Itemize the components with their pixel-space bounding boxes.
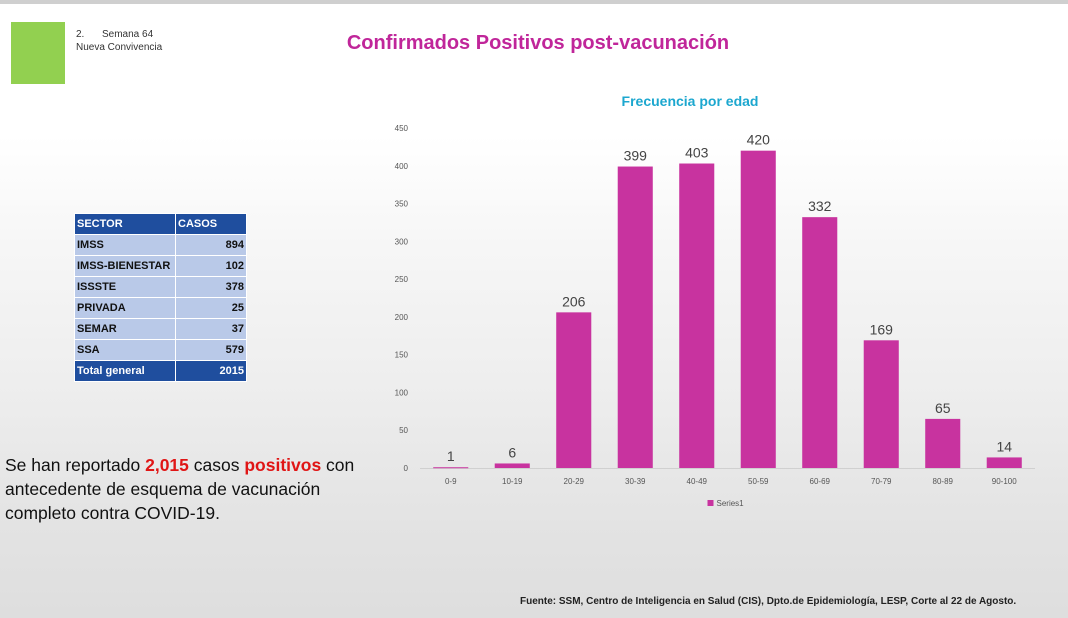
x-tick-label: 50-59 — [748, 477, 769, 486]
source-note: Fuente: SSM, Centro de Inteligencia en S… — [520, 596, 1017, 607]
data-label: 14 — [996, 438, 1012, 454]
cell-sector: PRIVADA — [74, 297, 176, 319]
bar-chart: 0 50 100 150 200 250 300 350 400 450 1 0-9 6 10-19 206… — [395, 124, 1035, 508]
cell-casos: 37 — [175, 318, 247, 340]
bar — [802, 217, 838, 468]
page-title: Confirmados Positivos post-vacunación — [346, 32, 730, 54]
table-row: SSA 579 — [74, 339, 247, 361]
data-label: 332 — [808, 198, 832, 214]
summary-text: Se han reportado 2,015 casos positivos c… — [5, 453, 385, 525]
bar — [556, 312, 592, 468]
cell-casos: 102 — [175, 255, 247, 277]
x-tick-label: 60-69 — [810, 477, 831, 486]
x-tick-label: 0-9 — [445, 477, 457, 486]
cell-sector: SEMAR — [74, 318, 176, 340]
y-tick-label: 100 — [395, 388, 409, 397]
y-tick-label: 0 — [404, 464, 409, 473]
cell-casos: 579 — [175, 339, 247, 361]
table-row: PRIVADA 25 — [74, 297, 247, 319]
y-tick-label: 300 — [395, 237, 409, 246]
data-label: 169 — [870, 321, 894, 337]
cell-sector: SSA — [74, 339, 176, 361]
green-square-logo — [11, 22, 65, 84]
cell-sector: IMSS-BIENESTAR — [74, 255, 176, 277]
bar — [925, 418, 961, 468]
header-casos: CASOS — [175, 213, 247, 235]
summary-part2: casos — [188, 455, 245, 475]
y-tick-label: 450 — [395, 124, 409, 133]
summary-part3: con antecedente de esquema de vacunación… — [5, 455, 355, 523]
table-row: IMSS-BIENESTAR 102 — [74, 255, 247, 277]
y-tick-label: 400 — [395, 162, 409, 171]
bar — [679, 163, 715, 468]
summary-count: 2,015 — [145, 455, 189, 475]
x-tick-label: 90-100 — [992, 477, 1017, 486]
legend-label: Series1 — [717, 499, 745, 508]
data-label: 65 — [935, 400, 951, 416]
chart-title: Frecuencia por edad — [621, 93, 759, 109]
data-label: 1 — [447, 448, 455, 464]
header-info: 2. Semana 64 Nueva Convivencia — [76, 28, 162, 54]
table-header-row: SECTOR CASOS — [74, 213, 247, 235]
cell-sector: ISSSTE — [74, 276, 176, 298]
bar — [617, 166, 653, 468]
table-row: SEMAR 37 — [74, 318, 247, 340]
x-tick-label: 80-89 — [933, 477, 954, 486]
y-tick-label: 50 — [399, 426, 408, 435]
cell-casos: 378 — [175, 276, 247, 298]
x-tick-label: 20-29 — [564, 477, 585, 486]
header-subtitle: Nueva Convivencia — [76, 42, 163, 53]
bar — [494, 463, 530, 468]
cell-total-label: Total general — [74, 360, 176, 382]
y-tick-label: 150 — [395, 351, 409, 360]
summary-highlight-word: positivos — [244, 455, 322, 475]
y-tick-label: 350 — [395, 200, 409, 209]
bar — [433, 467, 469, 469]
data-label: 6 — [508, 444, 516, 460]
bar — [986, 457, 1022, 468]
sector-table: SECTOR CASOS IMSS 894 IMSS-BIENESTAR 102… — [74, 213, 247, 382]
bar — [740, 150, 776, 468]
bar — [863, 340, 899, 468]
legend-swatch — [707, 500, 714, 506]
top-border — [0, 0, 1068, 4]
data-label: 420 — [747, 132, 771, 148]
x-tick-label: 30-39 — [625, 477, 646, 486]
data-label: 403 — [685, 145, 709, 161]
x-tick-label: 10-19 — [502, 477, 523, 486]
x-tick-label: 70-79 — [871, 477, 892, 486]
header-sector: SECTOR — [74, 213, 176, 235]
y-tick-label: 250 — [395, 275, 409, 284]
data-label: 206 — [562, 293, 586, 309]
table-total-row: Total general 2015 — [74, 360, 247, 382]
cell-sector: IMSS — [74, 234, 176, 256]
header-week: Semana 64 — [102, 29, 154, 40]
header-number: 2. — [76, 29, 85, 40]
cell-casos: 894 — [175, 234, 247, 256]
data-label: 399 — [624, 148, 648, 164]
table-row: ISSSTE 378 — [74, 276, 247, 298]
cell-total-value: 2015 — [175, 360, 247, 382]
summary-part1: Se han reportado — [5, 455, 146, 475]
x-tick-label: 40-49 — [687, 477, 708, 486]
cell-casos: 25 — [175, 297, 247, 319]
y-tick-label: 200 — [395, 313, 409, 322]
table-row: IMSS 894 — [74, 234, 247, 256]
